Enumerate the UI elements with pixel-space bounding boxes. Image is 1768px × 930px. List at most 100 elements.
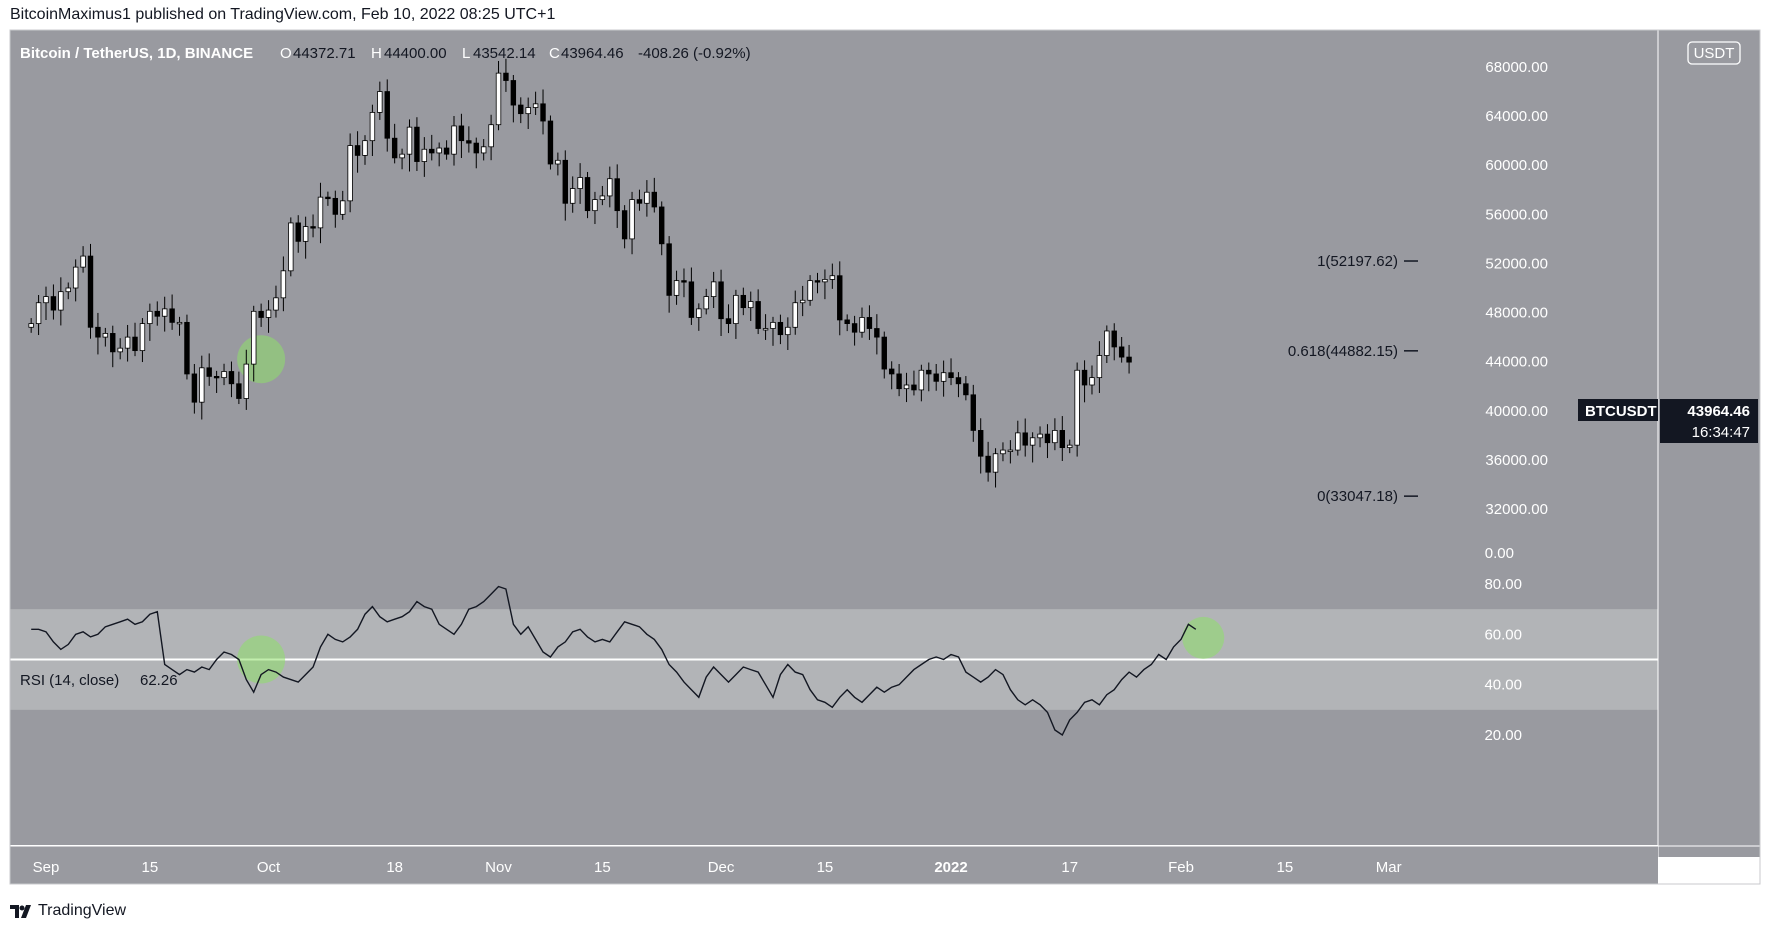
candle-body [1022, 432, 1028, 446]
candle-body [495, 72, 502, 126]
candle-body [1104, 330, 1110, 356]
price-axis-labels: 68000.00 64000.00 60000.00 56000.00 52000.00… [1485, 59, 1548, 562]
time-tick-label: 17 [1061, 859, 1078, 876]
candle [577, 163, 583, 204]
candle [72, 259, 79, 302]
candle-body [822, 279, 828, 283]
candle [176, 316, 183, 336]
candle-body [95, 326, 101, 338]
candle [265, 300, 272, 333]
candle-body [458, 125, 465, 142]
candle [799, 285, 806, 317]
candle [1000, 442, 1006, 462]
price-pane[interactable] [10, 30, 1658, 618]
fib-label: 1(52197.62) [1317, 253, 1398, 270]
candle-body [607, 178, 613, 197]
candle [933, 363, 939, 391]
candle-body [755, 301, 761, 329]
candle [584, 171, 591, 219]
candle-body [807, 280, 813, 301]
candle-body [792, 302, 798, 328]
candle [421, 137, 428, 177]
candle-body [102, 333, 109, 338]
candle-body [955, 377, 962, 385]
candle-body [347, 145, 353, 202]
candle-body [50, 296, 57, 311]
candle [117, 338, 123, 360]
candle [814, 272, 821, 294]
price-axis[interactable] [1658, 30, 1760, 857]
ticker-tag-bg [1578, 399, 1658, 421]
candle [829, 263, 836, 289]
candle-body [725, 318, 732, 325]
candle-body [644, 191, 650, 204]
candle [213, 370, 220, 393]
candle-body [851, 323, 858, 333]
candle-body [147, 310, 153, 325]
price-tick-label: 0.00 [1485, 545, 1514, 562]
time-tick-label: Oct [257, 859, 281, 876]
candle-body [480, 146, 487, 154]
candle-body [132, 336, 138, 352]
candle [718, 269, 724, 337]
candle-body [80, 255, 86, 268]
low-value: 43542.14 [473, 45, 536, 62]
candle-body [317, 196, 324, 229]
price-tick-label: 60000.00 [1485, 157, 1548, 174]
candle-body [1015, 432, 1021, 451]
candle [525, 97, 531, 130]
candle [792, 290, 798, 335]
tradingview-footer[interactable]: TradingView [10, 900, 126, 922]
candle [391, 123, 398, 164]
candle-body [87, 255, 94, 328]
time-tick-label: 15 [1277, 859, 1294, 876]
open-value: 44372.71 [293, 45, 356, 62]
time-tick-label: 15 [817, 859, 834, 876]
candle-body [614, 178, 620, 212]
close-value: 43964.46 [561, 45, 624, 62]
time-tick-label: 18 [386, 859, 403, 876]
candle-body [659, 206, 665, 245]
candle-body [547, 120, 554, 165]
candle-body [377, 91, 383, 113]
candle [273, 285, 279, 318]
candle [110, 325, 116, 368]
candle [948, 358, 954, 386]
candle [80, 246, 86, 273]
candle-body [161, 308, 168, 317]
price-tag: BTCUSDT 43964.46 16:34:47 [1578, 399, 1758, 443]
candle-body [35, 302, 42, 325]
time-axis[interactable] [10, 846, 1658, 884]
candle-body [577, 177, 583, 189]
candle [302, 216, 309, 259]
candle [280, 256, 287, 312]
candle-body [340, 200, 346, 215]
rsi-legend-label[interactable]: RSI (14, close) [20, 672, 119, 689]
published-text: BitcoinMaximus1 published on TradingView… [10, 6, 556, 23]
candle [666, 236, 672, 313]
candle-body [1052, 430, 1058, 444]
candle [785, 317, 791, 351]
candle [325, 191, 331, 206]
currency-badge[interactable] [1687, 41, 1741, 65]
candle [102, 327, 109, 347]
rsi-tick-label: 40.00 [1484, 677, 1522, 694]
candle [429, 134, 435, 161]
candle [258, 303, 264, 327]
candle-body [362, 140, 368, 156]
candle-body [599, 195, 606, 201]
candle [614, 164, 620, 228]
candle [132, 322, 138, 357]
candle [332, 190, 339, 228]
candle-body [710, 281, 717, 297]
high-value: 44400.00 [384, 45, 447, 62]
candle [770, 316, 776, 346]
candle-body [1111, 330, 1117, 348]
time-tick-label: Dec [708, 859, 735, 876]
candle [1104, 325, 1110, 364]
symbol-legend[interactable]: Bitcoin / TetherUS, 1D, BINANCE [20, 45, 253, 62]
candle [963, 376, 969, 401]
candle [822, 269, 828, 300]
candle-body [199, 367, 205, 403]
